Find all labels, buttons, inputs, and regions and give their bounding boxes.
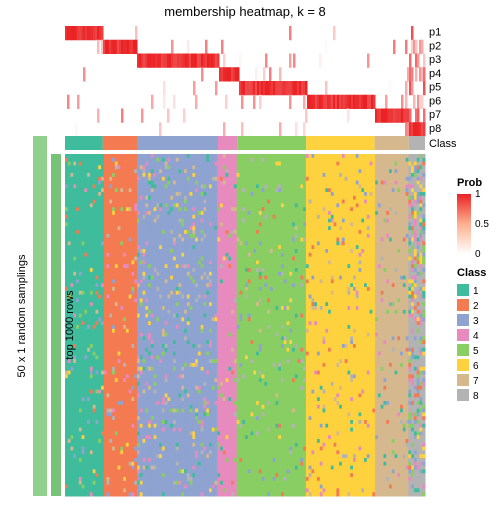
row-label-p2: p2 bbox=[429, 40, 441, 52]
row-label-Class: Class bbox=[429, 138, 457, 150]
row-label-p3: p3 bbox=[429, 54, 441, 66]
row-label-p5: p5 bbox=[429, 82, 441, 94]
class-label-8: 8 bbox=[473, 391, 479, 402]
prob-tick: 0.5 bbox=[475, 219, 489, 230]
class-swatch-4 bbox=[457, 329, 469, 341]
row-label-p1: p1 bbox=[429, 27, 441, 39]
prob-legend-bar bbox=[457, 194, 471, 254]
class-label-4: 4 bbox=[473, 331, 479, 342]
left-label-inner: top 1000 rows bbox=[64, 290, 76, 360]
row-label-p4: p4 bbox=[429, 68, 441, 80]
prob-tick: 0 bbox=[475, 249, 481, 260]
class-strip bbox=[65, 136, 425, 150]
left-label-outer: 50 x 1 random samplings bbox=[16, 254, 28, 377]
class-swatch-5 bbox=[457, 344, 469, 356]
class-swatch-7 bbox=[457, 374, 469, 386]
class-swatch-1 bbox=[457, 284, 469, 296]
class-label-1: 1 bbox=[473, 286, 479, 297]
row-label-p6: p6 bbox=[429, 95, 441, 107]
prob-tick: 1 bbox=[475, 189, 481, 200]
row-label-p7: p7 bbox=[429, 109, 441, 121]
class-label-6: 6 bbox=[473, 361, 479, 372]
left-bar-inner bbox=[51, 154, 61, 496]
left-bar-outer bbox=[33, 136, 47, 496]
sampling-heatmap bbox=[65, 154, 426, 497]
class-swatch-2 bbox=[457, 299, 469, 311]
class-swatch-6 bbox=[457, 359, 469, 371]
class-label-7: 7 bbox=[473, 376, 479, 387]
class-swatch-8 bbox=[457, 389, 469, 401]
row-label-p8: p8 bbox=[429, 123, 441, 135]
class-label-3: 3 bbox=[473, 316, 479, 327]
class-label-5: 5 bbox=[473, 346, 479, 357]
class-label-2: 2 bbox=[473, 301, 479, 312]
chart-title: membership heatmap, k = 8 bbox=[164, 4, 326, 19]
class-swatch-3 bbox=[457, 314, 469, 326]
